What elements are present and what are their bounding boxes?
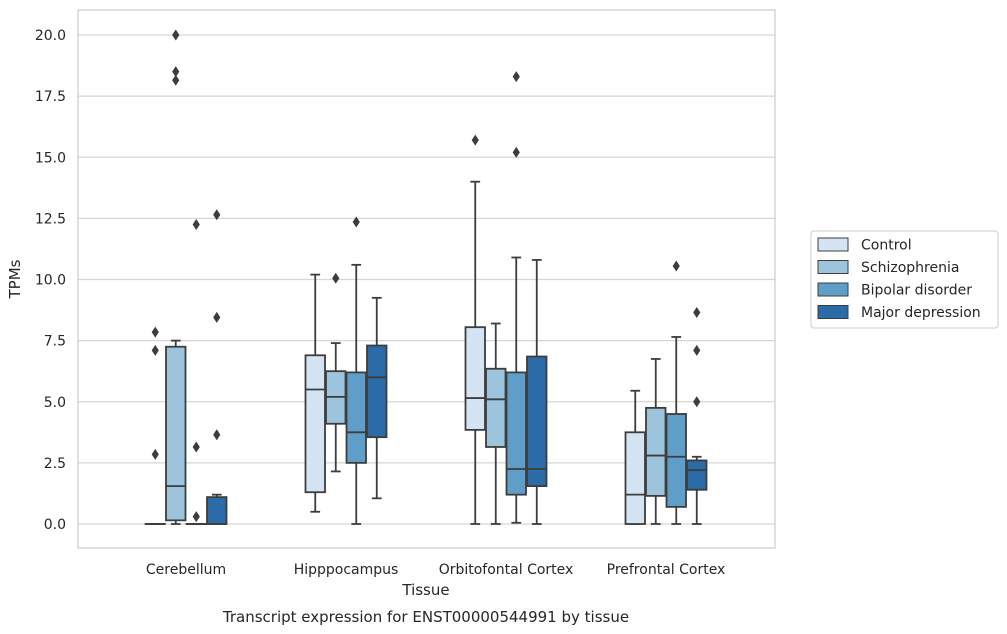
legend: Control Schizophrenia Bipolar disorder Majo…: [810, 230, 999, 329]
legend-swatch: [817, 237, 849, 252]
box-body: [464, 326, 486, 431]
chart-caption: Transcript expression for ENST0000054499…: [222, 608, 629, 626]
box-body: [165, 345, 187, 522]
outlier-point: [693, 307, 701, 319]
plot-area: [144, 29, 708, 525]
legend-frame: [810, 230, 999, 329]
box-body: [645, 406, 667, 497]
box-body: [345, 371, 367, 464]
y-tick-label: 2.5: [44, 456, 66, 472]
y-axis-label: TPMs: [6, 259, 24, 299]
outlier-point: [672, 260, 680, 272]
box-bipolar-disorder: [505, 71, 527, 524]
outlier-point: [512, 146, 520, 158]
outlier-point: [352, 216, 360, 228]
y-axis-ticks: 0.0 2.5 5.0 7.5 10.0 12.5 15.0 17.5 20.0: [35, 28, 66, 533]
legend-label: Bipolar disorder: [861, 283, 972, 299]
box-schizophrenia: [325, 272, 347, 473]
y-tick-label: 5.0: [44, 395, 66, 411]
y-tick-label: 17.5: [35, 89, 66, 105]
box-control: [144, 326, 166, 525]
x-axis-label: Tissue: [401, 581, 449, 599]
outlier-point: [192, 511, 200, 523]
y-tick-label: 12.5: [35, 211, 66, 227]
x-tick-label: Hipppocampus: [294, 562, 399, 578]
outlier-point: [151, 326, 159, 338]
box-body: [526, 355, 548, 488]
box-control: [624, 389, 646, 525]
box-body: [366, 344, 388, 439]
legend-swatch: [817, 282, 849, 297]
box-body: [206, 496, 228, 525]
box-control: [464, 134, 486, 525]
box-body: [304, 354, 326, 494]
outlier-point: [332, 272, 340, 284]
x-tick-label: Orbitofontal Cortex: [439, 562, 574, 578]
outlier-point: [213, 209, 221, 221]
outlier-point: [192, 218, 200, 230]
x-axis-ticks: Cerebellum Hipppocampus Orbitofontal Corte…: [146, 562, 725, 578]
box-schizophrenia: [645, 358, 667, 525]
grid-lines: [78, 34, 775, 525]
outlier-point: [213, 429, 221, 441]
y-tick-label: 15.0: [35, 150, 66, 166]
outlier-point: [172, 74, 180, 86]
y-tick-label: 7.5: [44, 334, 66, 350]
box-major-depression: [686, 307, 708, 525]
outlier-point: [693, 344, 701, 356]
outlier-point: [172, 29, 180, 41]
box-body: [624, 431, 646, 525]
plot-frame: [77, 9, 776, 549]
y-tick-label: 20.0: [35, 28, 66, 44]
box-schizophrenia: [485, 322, 507, 525]
box-body: [686, 459, 708, 491]
outlier-point: [151, 344, 159, 356]
legend-label: Control: [861, 238, 912, 254]
x-tick-label: Prefrontal Cortex: [607, 562, 726, 578]
box-major-depression: [206, 209, 228, 525]
legend-label: Major depression: [861, 305, 981, 321]
y-tick-label: 0.0: [44, 517, 66, 533]
box-bipolar-disorder: [665, 260, 687, 525]
box-major-depression: [366, 296, 388, 500]
box-body: [665, 413, 687, 508]
box-control: [304, 273, 326, 513]
outlier-point: [213, 311, 221, 323]
box-bipolar-disorder: [185, 218, 207, 525]
box-body: [505, 371, 527, 496]
box-schizophrenia: [165, 29, 187, 525]
legend-label: Schizophrenia: [861, 260, 959, 276]
outlier-point: [172, 66, 180, 78]
box-major-depression: [526, 259, 548, 525]
outlier-point: [471, 134, 479, 146]
y-tick-label: 10.0: [35, 273, 66, 289]
box-body: [485, 367, 507, 448]
outlier-point: [151, 448, 159, 460]
outlier-point: [192, 441, 200, 453]
x-tick-label: Cerebellum: [146, 562, 226, 578]
legend-swatch: [817, 260, 849, 274]
legend-swatch: [817, 305, 849, 319]
box-bipolar-disorder: [345, 216, 367, 525]
outlier-point: [693, 396, 701, 408]
outlier-point: [512, 71, 520, 83]
